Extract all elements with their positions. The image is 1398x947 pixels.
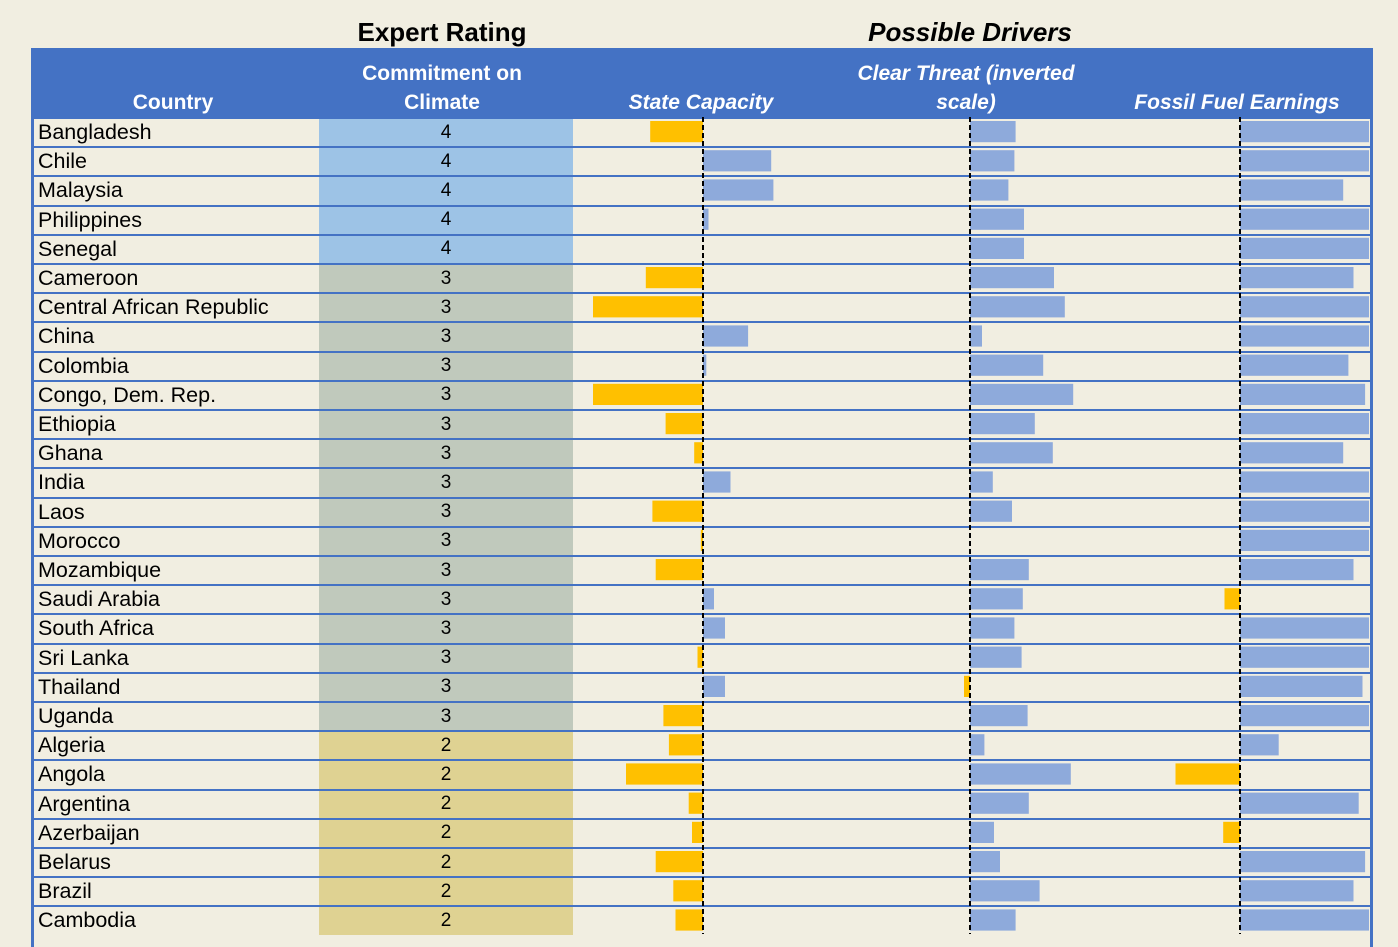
table-row: Argentina 2: [34, 788, 1370, 818]
table-row: South Africa 3: [34, 613, 1370, 643]
table-row: Angola 2: [34, 759, 1370, 789]
rating-cell: 4: [319, 177, 573, 205]
country-name: India: [38, 470, 85, 495]
table-row: Bangladesh 4: [34, 117, 1370, 147]
rating-cell: 2: [319, 849, 573, 877]
table-row: Belarus 2: [34, 847, 1370, 877]
rating-cell: 4: [319, 235, 573, 263]
rating-cell: 3: [319, 440, 573, 468]
rating-cell: 3: [319, 265, 573, 293]
table-row: China 3: [34, 321, 1370, 351]
rating-cell: 3: [319, 498, 573, 526]
country-name: Azerbaijan: [38, 820, 140, 845]
table-row: Colombia 3: [34, 350, 1370, 380]
rating-cell: 3: [319, 469, 573, 497]
table-row: Cambodia 2: [34, 905, 1370, 935]
table-row: Central African Republic 3: [34, 292, 1370, 322]
country-name: Algeria: [38, 733, 105, 758]
rating-cell: 3: [319, 586, 573, 614]
table-row: Uganda 3: [34, 701, 1370, 731]
rating-cell: 3: [319, 352, 573, 380]
country-name: Sri Lanka: [38, 645, 129, 670]
expert-rating-title: Expert Rating: [357, 16, 527, 47]
table-row: Chile 4: [34, 146, 1370, 176]
rating-cell: 4: [319, 148, 573, 176]
country-name: Bangladesh: [38, 120, 152, 145]
rating-cell: 2: [319, 790, 573, 818]
country-name: China: [38, 324, 95, 349]
country-name: Thailand: [38, 674, 121, 699]
state-capacity-header: State Capacity: [628, 91, 774, 114]
rating-cell: 2: [319, 761, 573, 789]
table-row: Algeria 2: [34, 730, 1370, 760]
country-name: Central African Republic: [38, 295, 269, 320]
rating-cell: 2: [319, 732, 573, 760]
country-name: Morocco: [38, 528, 121, 553]
rating-cell: 3: [319, 381, 573, 409]
country-name: Cameroon: [38, 266, 139, 291]
country-name: Belarus: [38, 850, 111, 875]
commitment-header: Commitment on Climate: [362, 62, 522, 114]
table-row: Brazil 2: [34, 876, 1370, 906]
rating-cell: 3: [319, 557, 573, 585]
country-name: Congo, Dem. Rep.: [38, 382, 217, 407]
clear-threat-header: Clear Threat (inverted scale): [857, 62, 1075, 114]
rating-cell: 2: [319, 878, 573, 906]
table-row: Laos 3: [34, 496, 1370, 526]
table-header: Country Commitment on Climate State Capa…: [31, 48, 1373, 118]
rating-cell: 3: [319, 294, 573, 322]
country-header: Country: [132, 91, 214, 114]
rating-cell: 3: [319, 644, 573, 672]
table-row: Thailand 3: [34, 671, 1370, 701]
rating-cell: 3: [319, 703, 573, 731]
table-row: Senegal 4: [34, 233, 1370, 263]
country-name: Ghana: [38, 441, 103, 466]
table-row: Ethiopia 3: [34, 409, 1370, 439]
table-row: Congo, Dem. Rep. 3: [34, 379, 1370, 409]
fossil-fuel-header: Fossil Fuel Earnings: [1134, 91, 1340, 114]
country-name: Uganda: [38, 704, 114, 729]
country-name: Colombia: [38, 353, 129, 378]
country-name: Philippines: [38, 207, 142, 232]
country-name: Ethiopia: [38, 412, 116, 437]
rating-cell: 3: [319, 527, 573, 555]
country-name: Laos: [38, 499, 85, 524]
rating-cell: 3: [319, 615, 573, 643]
country-name: Cambodia: [38, 908, 136, 933]
rating-cell: 4: [319, 119, 573, 147]
table-row: Morocco 3: [34, 525, 1370, 555]
table-row: Ghana 3: [34, 438, 1370, 468]
country-name: Angola: [38, 762, 105, 787]
table-row: Sri Lanka 3: [34, 642, 1370, 672]
rating-cell: 2: [319, 907, 573, 935]
table-row: Azerbaijan 2: [34, 817, 1370, 847]
table-row: Saudi Arabia 3: [34, 584, 1370, 614]
country-name: Brazil: [38, 879, 92, 904]
rating-cell: 3: [319, 411, 573, 439]
country-name: Chile: [38, 149, 87, 174]
country-name: Malaysia: [38, 178, 123, 203]
possible-drivers-title: Possible Drivers: [868, 16, 1072, 47]
rating-cell: 3: [319, 673, 573, 701]
data-table: Bangladesh 4 Chile 4 Malaysia 4 Philippines 4 Se…: [31, 117, 1373, 947]
country-name: Argentina: [38, 791, 131, 816]
rating-cell: 3: [319, 323, 573, 351]
table-row: India 3: [34, 467, 1370, 497]
country-name: Saudi Arabia: [38, 587, 160, 612]
table-row: Malaysia 4: [34, 175, 1370, 205]
country-name: Mozambique: [38, 558, 162, 583]
table-row: Philippines 4: [34, 204, 1370, 234]
table-row: Mozambique 3: [34, 555, 1370, 585]
country-name: South Africa: [38, 616, 154, 641]
rating-cell: 4: [319, 206, 573, 234]
rating-cell: 2: [319, 819, 573, 847]
table-row: Cameroon 3: [34, 263, 1370, 293]
country-name: Senegal: [38, 236, 117, 261]
